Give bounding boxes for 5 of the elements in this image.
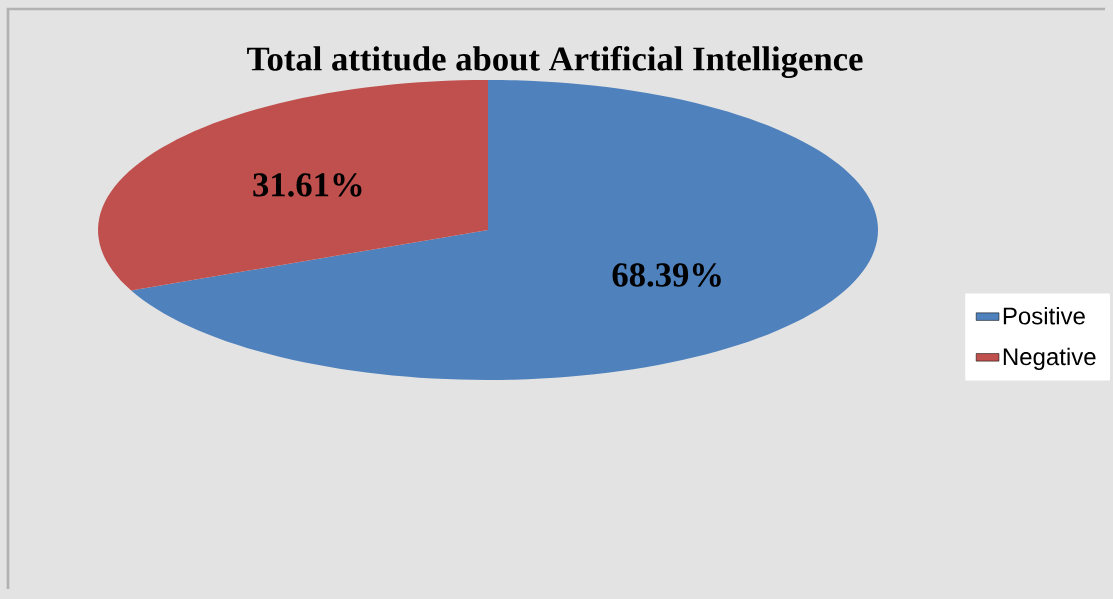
legend-label: Negative bbox=[1003, 347, 1096, 371]
legend-label: Positive bbox=[1003, 306, 1085, 325]
chart-title: Total attitude about Artificial Intelligence bbox=[247, 45, 863, 79]
data-label: 31.61% bbox=[253, 173, 362, 197]
data-label: 68.39% bbox=[612, 263, 721, 287]
